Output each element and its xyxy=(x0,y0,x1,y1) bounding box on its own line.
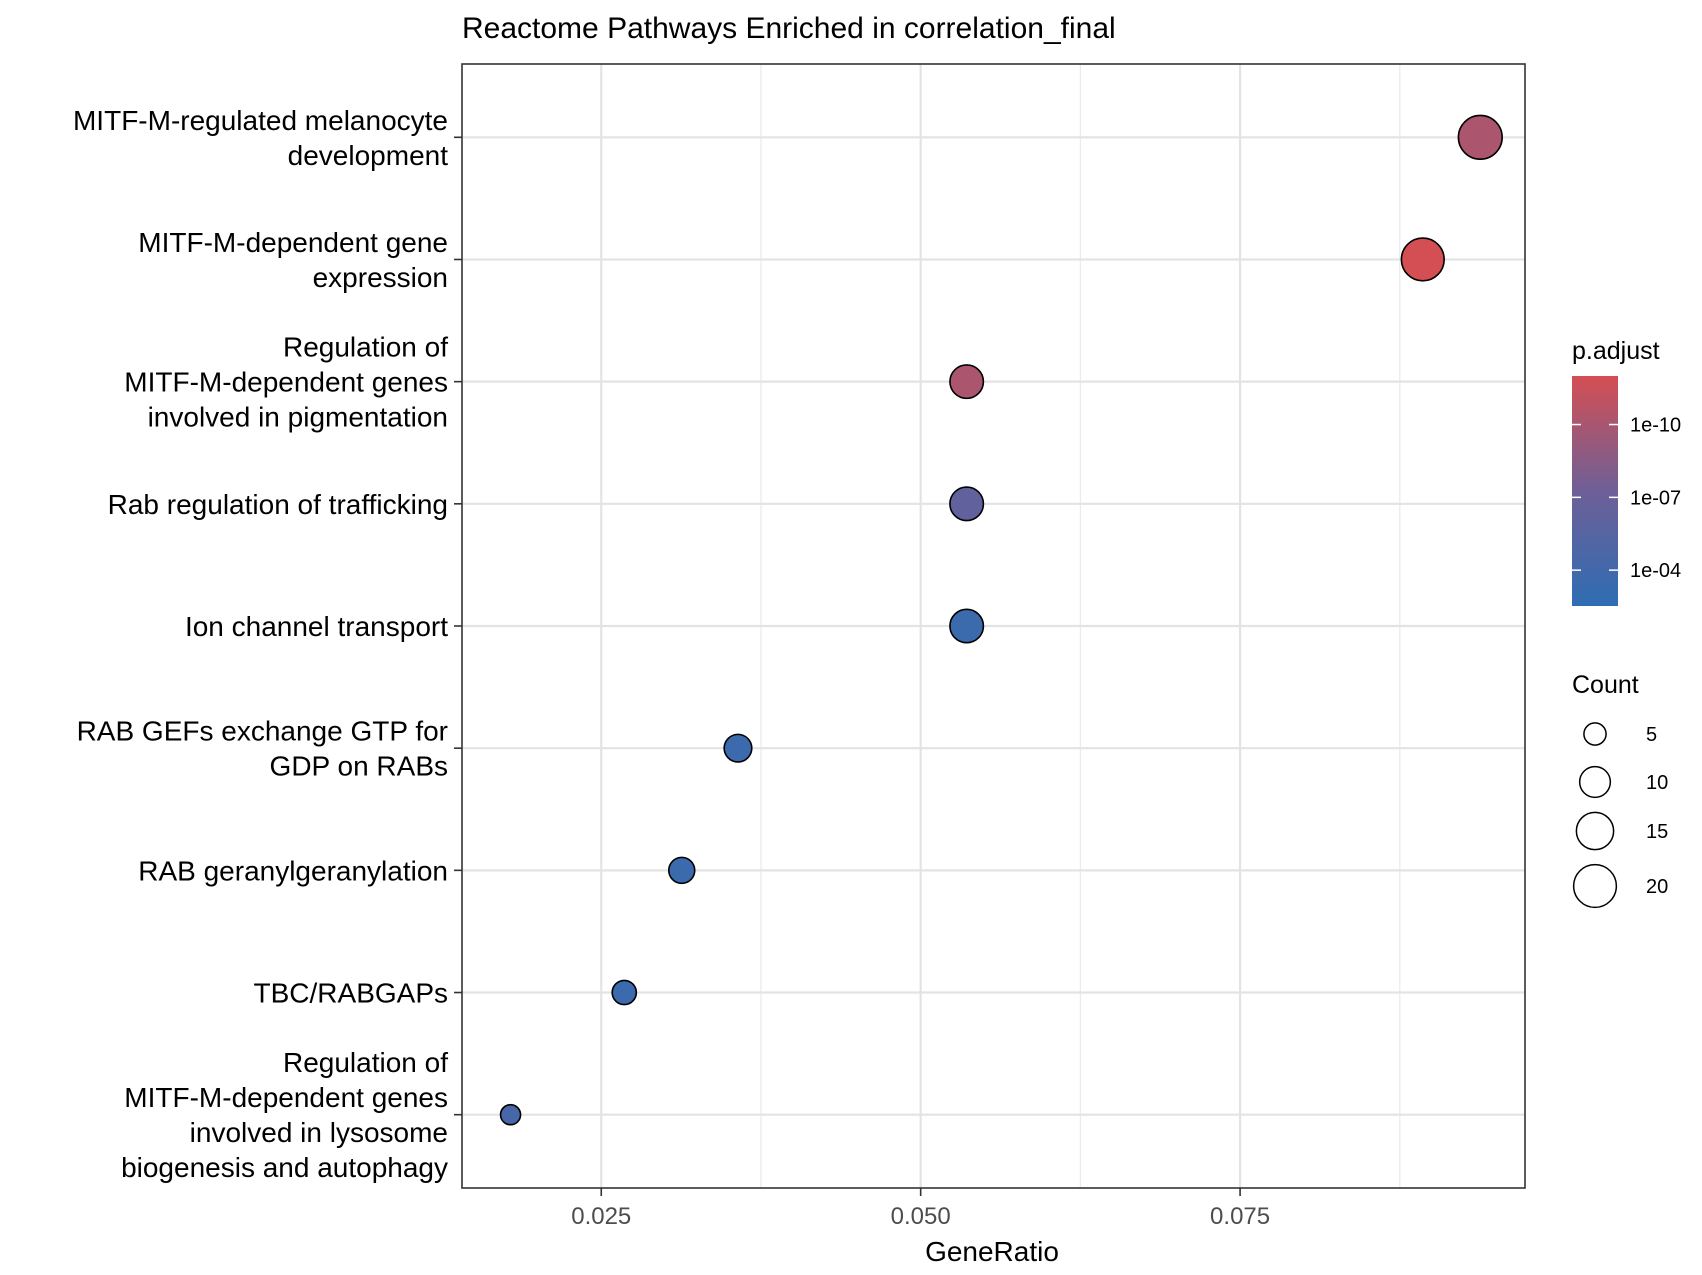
x-tick-label: 0.025 xyxy=(571,1203,631,1230)
chart-title: Reactome Pathways Enriched in correlatio… xyxy=(462,12,1116,45)
size-legend-circle xyxy=(1583,722,1607,746)
x-tick-label: 0.075 xyxy=(1210,1203,1270,1230)
y-tick-label-line: expression xyxy=(313,262,448,293)
y-tick-label-line: TBC/RABGAPs xyxy=(254,978,448,1009)
data-point xyxy=(667,856,696,885)
data-point xyxy=(949,364,985,400)
size-legend-label: 15 xyxy=(1646,821,1668,843)
data-point xyxy=(611,979,638,1006)
size-legend-circle xyxy=(1575,811,1615,851)
y-tick-label-line: Rab regulation of trafficking xyxy=(108,489,448,520)
color-bar-label: 1e-04 xyxy=(1630,560,1681,582)
y-tick-label: RAB geranylgeranylation xyxy=(138,855,448,886)
y-tick-label-line: GDP on RABs xyxy=(270,751,448,782)
size-legend-circle xyxy=(1572,863,1618,909)
size-legend-circle xyxy=(1578,765,1612,799)
color-bar-label: 1e-07 xyxy=(1630,487,1681,509)
y-tick-label-line: Regulation of xyxy=(283,332,448,363)
y-tick-label: MITF-M-regulated melanocyte development xyxy=(73,105,448,171)
y-tick-label: Regulation of MITF-M-dependent genes invol… xyxy=(121,1047,448,1183)
y-tick-label-line: MITF-M-dependent genes xyxy=(124,1082,448,1113)
x-axis-label: GeneRatio xyxy=(925,1236,1059,1267)
color-legend-title: p.adjust xyxy=(1572,337,1660,365)
y-tick-label-line: MITF-M-dependent gene xyxy=(138,227,448,258)
y-tick-label: Regulation of MITF-M-dependent genes invol… xyxy=(124,332,448,433)
x-tick-label: 0.050 xyxy=(891,1203,951,1230)
y-tick-label-line: involved in pigmentation xyxy=(148,402,448,433)
size-legend-label: 5 xyxy=(1646,724,1657,746)
color-bar-label: 1e-10 xyxy=(1630,415,1681,437)
data-point xyxy=(1400,237,1445,282)
y-tick-label-line: RAB GEFs exchange GTP for xyxy=(77,716,448,747)
data-point xyxy=(499,1103,522,1126)
y-tick-label-line: Regulation of xyxy=(283,1047,448,1078)
y-tick-label-line: development xyxy=(288,140,449,171)
y-tick-label-line: MITF-M-regulated melanocyte xyxy=(73,105,448,136)
size-legend-title: Count xyxy=(1572,671,1639,699)
y-tick-label: Rab regulation of trafficking xyxy=(108,489,448,520)
y-tick-label: TBC/RABGAPs xyxy=(254,978,448,1009)
data-point xyxy=(723,733,753,763)
y-tick-label-line: involved in lysosome xyxy=(190,1117,448,1148)
y-tick-label-line: RAB geranylgeranylation xyxy=(138,855,448,886)
data-point xyxy=(949,486,985,522)
y-tick-label: RAB GEFs exchange GTP for GDP on RABs xyxy=(77,716,448,782)
color-bar xyxy=(1572,376,1618,606)
y-tick-label-line: biogenesis and autophagy xyxy=(121,1152,448,1183)
size-legend-label: 10 xyxy=(1646,772,1668,794)
y-tick-label-line: MITF-M-dependent genes xyxy=(124,367,448,398)
y-tick-label: Ion channel transport xyxy=(185,611,448,642)
y-tick-label: MITF-M-dependent gene expression xyxy=(138,227,448,293)
data-point xyxy=(1457,114,1503,160)
y-tick-label-line: Ion channel transport xyxy=(185,611,448,642)
data-point xyxy=(949,608,985,644)
size-legend-label: 20 xyxy=(1646,876,1668,898)
